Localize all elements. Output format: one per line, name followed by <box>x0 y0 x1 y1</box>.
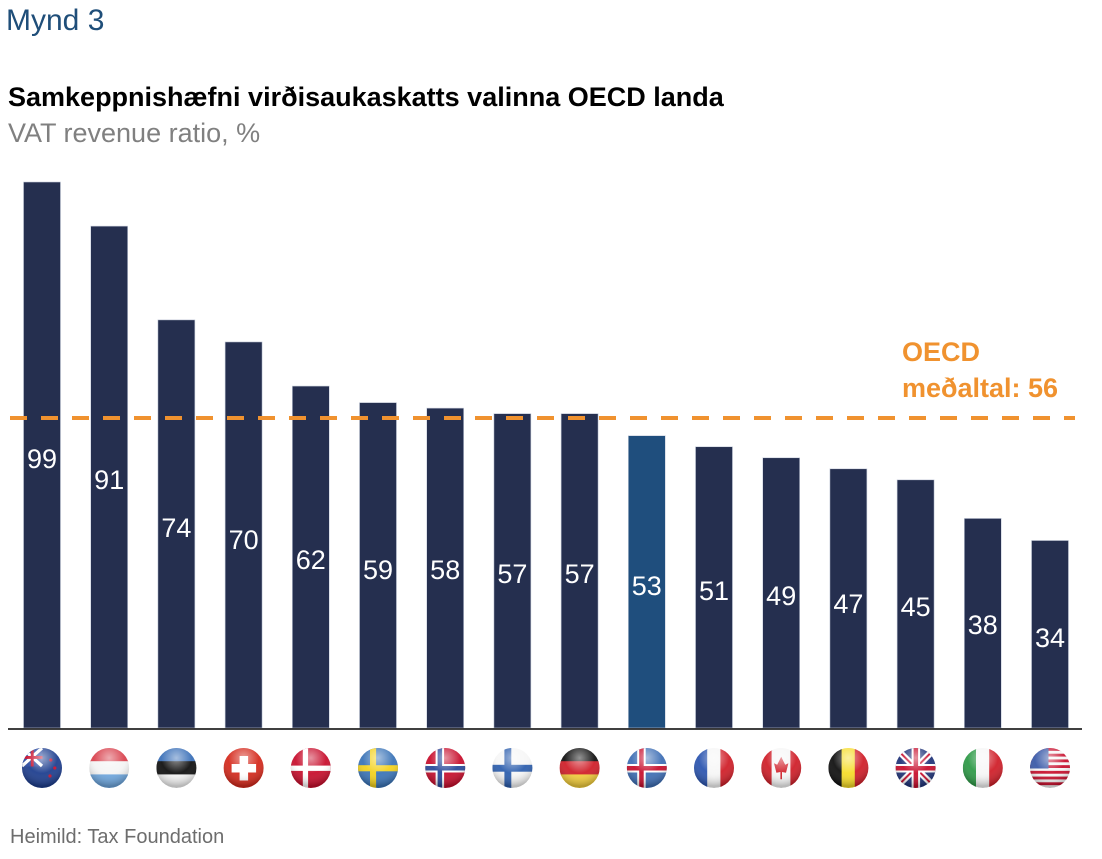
flag-dk-icon <box>290 748 331 788</box>
flag-nz-icon <box>22 748 62 788</box>
chart-subtitle: VAT revenue ratio, % <box>8 118 261 148</box>
oecd-average-label: OECD meðaltal: 56 <box>902 334 1058 406</box>
flag-de-icon <box>559 748 600 788</box>
value-label: 70 <box>229 525 259 555</box>
value-label: 49 <box>766 581 796 611</box>
bar-canada <box>762 457 801 729</box>
value-label: 34 <box>1035 623 1065 653</box>
value-label: 45 <box>901 592 931 622</box>
value-label: 47 <box>833 589 863 619</box>
bar-new-zealand <box>23 181 61 729</box>
value-label: 62 <box>296 545 326 575</box>
bar-united-states <box>1031 540 1069 729</box>
value-label: 99 <box>27 444 57 474</box>
source-note: Heimild: Tax Foundation <box>10 826 225 848</box>
bar-denmark <box>291 385 330 729</box>
flag-be-icon <box>828 748 869 788</box>
value-label: 59 <box>363 555 393 585</box>
value-label: 51 <box>699 576 729 606</box>
flag-lu-icon <box>89 748 130 788</box>
bar-finland <box>493 413 532 729</box>
oecd-average-label-line2: meðaltal: 56 <box>902 373 1059 403</box>
bar-switzerland <box>224 341 263 729</box>
value-label: 57 <box>497 559 527 589</box>
chart-title: Samkeppnishæfni virðisaukaskatts valinna… <box>8 82 724 112</box>
value-label: 91 <box>94 465 124 495</box>
flag-se-icon <box>358 748 398 788</box>
value-label: 74 <box>161 513 191 543</box>
bar-belgium <box>829 468 868 729</box>
value-label: 38 <box>968 610 998 640</box>
flag-it-icon <box>962 748 1003 788</box>
flag-ch-icon <box>223 748 264 788</box>
figure-label: Mynd 3 <box>6 4 105 37</box>
bar-estonia <box>157 319 196 729</box>
bar-sweden <box>359 402 397 729</box>
value-label: 57 <box>565 559 595 589</box>
oecd-average-label-line1: OECD <box>902 337 981 367</box>
bar-italy <box>963 518 1002 729</box>
value-label: 58 <box>430 555 460 585</box>
bar-luxembourg <box>90 225 128 729</box>
bar-france <box>695 446 733 729</box>
bar-germany <box>560 413 599 729</box>
flag-fi-icon <box>492 748 533 788</box>
flag-gb-icon <box>895 748 936 788</box>
bar-norway <box>426 407 465 729</box>
flag-fr-icon <box>694 748 734 788</box>
value-label: 53 <box>632 571 662 601</box>
bar-iceland <box>627 435 666 729</box>
flag-no-icon <box>425 748 466 788</box>
flag-is-icon <box>626 748 667 788</box>
flag-ee-icon <box>156 748 197 788</box>
bar-united-kingdom <box>896 479 935 729</box>
flag-us-icon <box>1030 748 1070 788</box>
flag-ca-icon <box>761 748 802 788</box>
